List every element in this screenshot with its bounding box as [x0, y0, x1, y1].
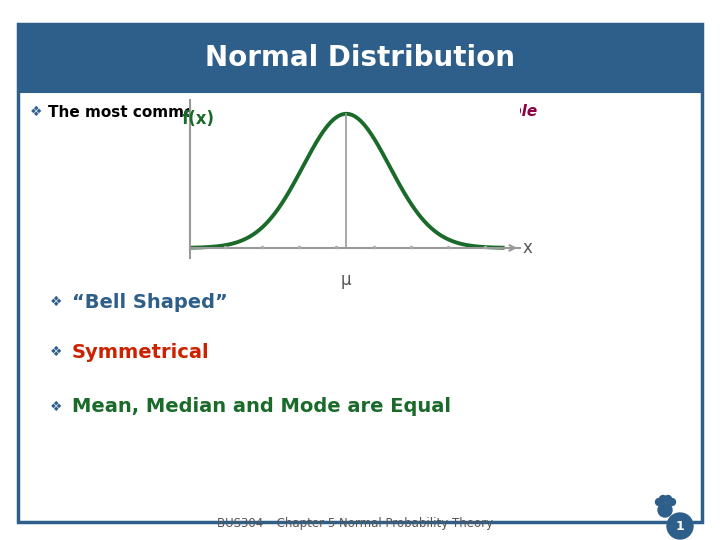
- Text: continuous random variable: continuous random variable: [296, 105, 537, 119]
- Bar: [18, 24, 702, 92]
- Circle shape: [660, 496, 667, 503]
- Text: f(x): f(x): [181, 110, 215, 128]
- Circle shape: [655, 498, 662, 505]
- Text: The most commonly used distribution for: The most commonly used distribution for: [48, 105, 408, 119]
- Text: ❖: ❖: [50, 295, 63, 309]
- Circle shape: [665, 496, 672, 503]
- Circle shape: [658, 503, 672, 517]
- Text: Normal Distribution: Normal Distribution: [205, 44, 515, 72]
- Circle shape: [668, 498, 675, 505]
- Text: μ: μ: [341, 272, 351, 289]
- Text: “Bell Shaped”: “Bell Shaped”: [72, 293, 228, 312]
- Text: Mean, Median and Mode are Equal: Mean, Median and Mode are Equal: [72, 397, 451, 416]
- Text: Symmetrical: Symmetrical: [72, 342, 210, 361]
- Text: ❖: ❖: [50, 400, 63, 414]
- Text: 1: 1: [675, 519, 685, 532]
- Text: ❖: ❖: [30, 105, 42, 119]
- Text: ❖: ❖: [50, 345, 63, 359]
- Circle shape: [667, 513, 693, 539]
- Text: x: x: [522, 239, 532, 257]
- Text: BUS304 – Chapter 5 Normal Probability Theory: BUS304 – Chapter 5 Normal Probability Th…: [217, 517, 493, 530]
